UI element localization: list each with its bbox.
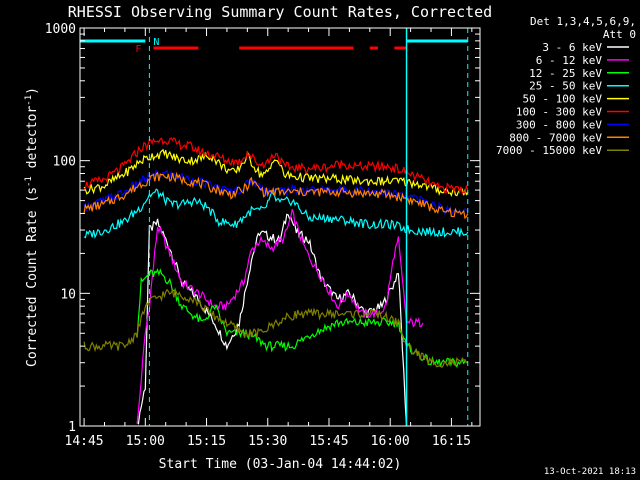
x-axis-label: Start Time (03-Jan-04 14:44:02) <box>159 457 402 472</box>
chart-title: RHESSI Observing Summary Count Rates, Co… <box>68 3 492 21</box>
y-tick-label-1: 10 <box>60 287 76 302</box>
y-tick-label-0: 1 <box>68 420 76 435</box>
legend-label-8: 7000 - 15000 keV <box>496 144 602 157</box>
marker-layer: NF <box>80 28 469 426</box>
legend-label-0: 3 - 6 keV <box>542 41 602 54</box>
legend-label-4: 50 - 100 keV <box>523 93 603 106</box>
y-axis-label: Corrected Count Rate (s-1 detector-1) <box>24 87 40 367</box>
series-line-6 <box>83 169 469 216</box>
marker-f-label: F <box>135 44 141 55</box>
legend-header-line-2: Att 0 <box>603 28 636 41</box>
x-tick-label-2: 15:15 <box>187 434 226 449</box>
series-line-7 <box>83 171 469 220</box>
legend-label-5: 100 - 300 keV <box>516 106 602 119</box>
plot-frame <box>79 27 481 427</box>
legend-label-1: 6 - 12 keV <box>536 54 603 67</box>
x-tick-label-4: 15:45 <box>309 434 348 449</box>
x-tick-label-6: 16:15 <box>432 434 471 449</box>
legend-label-2: 12 - 25 keV <box>529 67 602 80</box>
legend-label-6: 300 - 800 keV <box>516 118 602 131</box>
x-tick-label-0: 14:45 <box>65 434 104 449</box>
series-line-3 <box>83 188 469 239</box>
legend-header-line-1: Det 1,3,4,5,6,9, <box>530 15 636 28</box>
y-tick-label-2: 100 <box>53 155 76 170</box>
marker-n-label: N <box>153 37 159 48</box>
series-line-0 <box>136 213 408 427</box>
series-layer <box>83 137 469 427</box>
x-tick-label-1: 15:00 <box>126 434 165 449</box>
x-tick-label-3: 15:30 <box>248 434 287 449</box>
x-tick-label-5: 16:00 <box>371 434 410 449</box>
y-tick-label-3: 1000 <box>45 22 76 37</box>
series-line-5 <box>84 137 469 195</box>
legend-label-7: 800 - 7000 keV <box>509 131 602 144</box>
axis-layer: 14:45 15:00 15:15 15:30 15:45 16:00 16:15 1 10 10… <box>45 22 480 449</box>
footer-date: 13-Oct-2021 18:13 <box>544 467 636 477</box>
legend-label-3: 25 - 50 keV <box>529 80 602 93</box>
series-line-4 <box>83 148 469 197</box>
series-line-8 <box>83 287 468 368</box>
